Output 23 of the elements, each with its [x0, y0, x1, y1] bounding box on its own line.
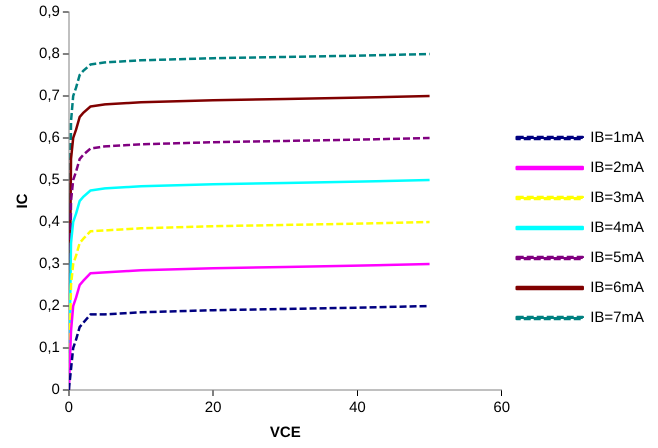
x-tick-label: 20: [204, 399, 222, 416]
y-axis-title: IC: [14, 193, 32, 208]
legend-label: IB=6mA: [590, 279, 644, 296]
y-tick-label: 0,3: [38, 255, 60, 272]
y-tick-label: 0,9: [38, 3, 60, 20]
y-tick-label: 0,2: [38, 297, 60, 314]
legend-label: IB=4mA: [590, 219, 644, 236]
legend-label: IB=1mA: [590, 129, 644, 146]
legend-label: IB=7mA: [590, 309, 644, 326]
legend-label: IB=5mA: [590, 249, 644, 266]
legend-label: IB=2mA: [590, 159, 644, 176]
legend-label: IB=3mA: [590, 189, 644, 206]
y-tick-label: 0,1: [38, 339, 60, 356]
y-tick-label: 0: [52, 381, 60, 398]
y-tick-label: 0,8: [38, 45, 60, 62]
y-tick-label: 0,7: [38, 87, 60, 104]
x-tick-label: 0: [64, 399, 74, 416]
x-tick-label: 40: [349, 399, 366, 416]
x-tick-label: 60: [493, 399, 510, 416]
y-tick-label: 0,5: [38, 171, 60, 188]
y-tick-label: 0,6: [38, 129, 60, 146]
x-axis-title: VCE: [270, 424, 301, 442]
y-tick-label: 0,4: [38, 213, 60, 230]
